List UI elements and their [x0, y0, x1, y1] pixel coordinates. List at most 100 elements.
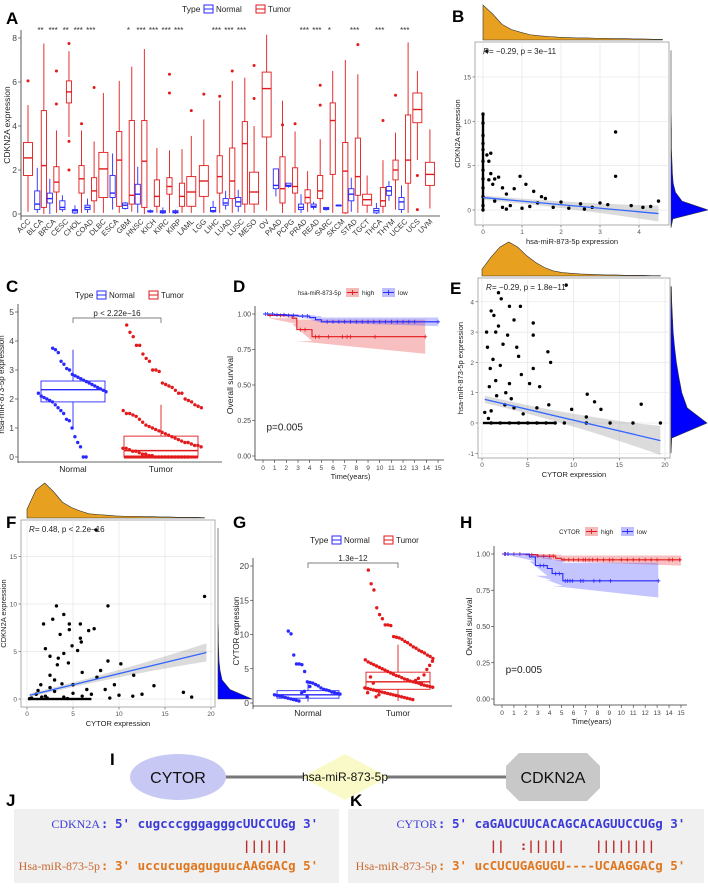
y-tick-label: 2	[12, 165, 17, 175]
data-point	[152, 684, 156, 688]
legend-title: Type	[182, 4, 201, 14]
normal-box-PRAD	[297, 194, 305, 213]
node-cytor	[130, 754, 226, 800]
censor-mark	[590, 557, 595, 562]
data-point	[305, 695, 309, 699]
outlier-point	[54, 69, 58, 73]
box	[123, 435, 199, 458]
y-tick-label: 4	[12, 121, 17, 131]
correlation-annotation: = −0.29, p = 3e−11	[489, 47, 557, 56]
data-point	[180, 391, 184, 395]
data-point	[366, 660, 370, 664]
data-point	[494, 378, 498, 383]
x-tick-label: 10	[570, 462, 578, 469]
data-point	[39, 394, 43, 398]
y-tick-label: 20	[240, 561, 250, 571]
x-axis-label: CYTOR expression	[86, 719, 150, 728]
outlier-point	[381, 119, 385, 122]
data-point	[330, 690, 334, 694]
data-point	[394, 693, 398, 698]
data-point	[388, 692, 393, 696]
data-point	[36, 391, 41, 395]
box-normal	[40, 349, 106, 428]
censor-mark	[366, 319, 371, 324]
data-point	[494, 330, 498, 334]
data-point	[47, 398, 52, 403]
data-point	[157, 369, 161, 374]
x-tick-label: 4	[308, 465, 312, 472]
data-point	[294, 662, 299, 666]
data-point	[422, 683, 426, 687]
data-point	[585, 392, 589, 396]
data-point	[413, 678, 418, 683]
censor-mark	[625, 557, 630, 562]
correlation-r-label: R	[486, 283, 492, 292]
data-point	[302, 689, 307, 694]
normal-box-BLCA	[34, 167, 41, 213]
data-point	[193, 403, 197, 407]
data-point	[389, 623, 393, 628]
significance-mark: ***	[400, 26, 409, 35]
y-tick-label: 0	[470, 421, 474, 428]
y-tick-label: 0	[9, 452, 14, 462]
x-density-curve	[26, 482, 205, 519]
y-tick-label: 1	[470, 390, 474, 397]
box	[40, 110, 47, 208]
x-tick-label: 0	[25, 711, 29, 718]
censor-mark	[389, 319, 394, 324]
legend-entry-high: high	[362, 290, 375, 297]
normal-box-PCPG	[285, 182, 292, 188]
y-axis-label: hsa-miR-873-5p expression	[456, 322, 465, 414]
confidence-band-low	[502, 554, 659, 598]
data-point	[81, 378, 86, 382]
tumor-box-OV	[261, 34, 272, 211]
box	[342, 142, 349, 214]
x-tick-label: 6	[572, 710, 576, 717]
x-tick-label: 20	[661, 462, 669, 469]
censor-mark	[371, 319, 376, 324]
censor-mark	[619, 557, 624, 562]
censor-mark	[631, 557, 636, 562]
censor-mark	[313, 334, 318, 339]
censor-mark	[298, 327, 303, 332]
data-point	[486, 416, 491, 421]
correlation-annotation: = −0.29, p = 1.8e−11	[492, 283, 566, 292]
x-tick-label: 8	[355, 465, 359, 472]
outlier-point	[67, 42, 71, 45]
box-tumor	[365, 644, 431, 701]
data-point	[108, 696, 112, 700]
data-point	[52, 678, 57, 682]
data-point	[582, 207, 587, 211]
plot-frame	[20, 519, 216, 708]
tumor-box-KIRC	[166, 150, 173, 213]
data-point	[299, 691, 304, 695]
target-label: CDKN2A	[51, 817, 100, 831]
significance-mark: ***	[224, 26, 233, 35]
tumor-box-PCPG	[292, 131, 299, 213]
data-point	[137, 343, 142, 348]
data-point	[658, 421, 663, 425]
y-tick-label: 3	[470, 330, 474, 337]
data-point	[485, 345, 490, 349]
data-point	[599, 407, 603, 412]
significance-mark: **	[63, 26, 69, 35]
data-point	[504, 391, 508, 395]
data-point	[275, 693, 279, 698]
censor-mark	[354, 319, 359, 324]
significance-mark: ***	[174, 26, 183, 35]
data-point	[55, 663, 60, 667]
panel-label-I: I	[110, 750, 115, 769]
data-point	[112, 683, 117, 687]
category-label-tumor: Tumor	[386, 708, 410, 718]
base-pairing: ||||||	[115, 838, 288, 853]
data-point	[321, 687, 326, 691]
data-point	[67, 622, 72, 626]
tumor-box-DLBC	[98, 93, 109, 213]
censor-mark	[587, 557, 592, 562]
data-point	[86, 628, 91, 633]
data-point	[78, 445, 83, 449]
x-tick-label: 15	[434, 465, 442, 472]
data-point	[163, 432, 168, 436]
data-point	[121, 446, 125, 450]
data-point	[150, 368, 155, 372]
